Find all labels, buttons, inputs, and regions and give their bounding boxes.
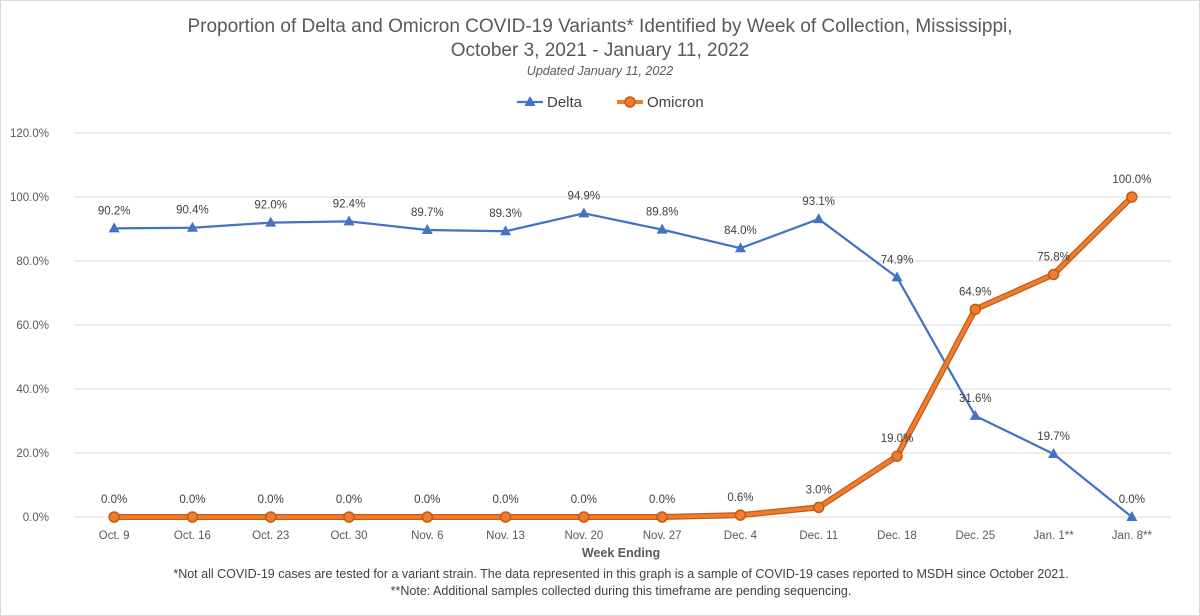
delta-legend-marker — [524, 96, 536, 106]
omicron-point — [421, 511, 434, 523]
omicron-point — [499, 511, 512, 523]
omicron-point — [891, 450, 903, 462]
delta-point — [656, 223, 668, 234]
delta-data-label: 90.4% — [176, 205, 209, 217]
delta-data-label: 90.2% — [98, 205, 131, 217]
delta-point — [734, 242, 746, 253]
omicron-point — [343, 511, 355, 523]
omicron-series-line — [114, 195, 1134, 519]
delta-point — [500, 225, 512, 236]
y-tick-label: 100.0% — [10, 192, 49, 204]
delta-point — [108, 222, 120, 233]
delta-data-label: 89.8% — [646, 207, 679, 219]
x-tick-label: Oct. 30 — [330, 530, 367, 542]
delta-data-label: 89.7% — [411, 207, 444, 219]
x-tick-label: Dec. 11 — [799, 530, 838, 542]
delta-legend-label: Delta — [547, 94, 583, 111]
delta-point — [343, 215, 355, 226]
delta-data-label: 84.0% — [724, 225, 757, 237]
y-tick-label: 80.0% — [16, 256, 49, 268]
omicron-data-label: 0.0% — [571, 494, 597, 506]
omicron-point — [1047, 268, 1060, 281]
omicron-data-label: 0.6% — [727, 492, 753, 504]
x-axis-title: Week Ending — [582, 546, 660, 560]
omicron-point — [812, 501, 825, 514]
delta-point — [813, 213, 825, 224]
y-tick-label: 20.0% — [16, 448, 49, 460]
omicron-point — [186, 511, 199, 523]
chart-subtitle: Updated January 11, 2022 — [527, 64, 673, 78]
delta-point — [186, 221, 198, 232]
delta-data-label: 94.9% — [568, 190, 601, 202]
omicron-series-line-outline — [114, 194, 1134, 520]
delta-data-label: 74.9% — [881, 254, 914, 266]
x-axis: Oct. 9 Oct. 16 Oct. 23 Oct. 30 Nov. 6 Nov. 13… — [99, 530, 1153, 542]
omicron-point — [578, 511, 590, 523]
x-tick-label: Nov. 13 — [486, 530, 525, 542]
x-tick-label: Jan. 8** — [1112, 530, 1153, 542]
series-group — [108, 191, 1138, 523]
omicron-point — [656, 511, 668, 523]
x-tick-label: Oct. 23 — [252, 530, 289, 542]
omicron-data-label: 0.0% — [258, 494, 284, 506]
omicron-point — [1126, 191, 1138, 203]
delta-point — [265, 216, 277, 227]
x-tick-label: Oct. 9 — [99, 530, 130, 542]
omicron-data-label: 3.0% — [806, 484, 832, 496]
delta-data-label: 93.1% — [802, 196, 835, 208]
y-tick-label: 60.0% — [16, 320, 49, 332]
omicron-data-label: 0.0% — [414, 494, 440, 506]
y-tick-label: 120.0% — [10, 128, 49, 140]
x-tick-label: Nov. 6 — [411, 530, 443, 542]
footnote-1: *Not all COVID-19 cases are tested for a… — [173, 567, 1068, 581]
omicron-data-label: 0.0% — [336, 494, 362, 506]
y-axis: 0.0% 20.0% 40.0% 60.0% 80.0% 100.0% 120.0% — [10, 128, 49, 524]
legend: Delta Omicron — [517, 94, 704, 111]
omicron-data-label: 19.0% — [881, 433, 914, 445]
data-labels: 90.2% 90.4% 92.0% 92.4% 89.7% 89.3% 94.9% 89.8%… — [98, 174, 1152, 506]
omicron-point — [264, 511, 277, 523]
x-tick-label: Dec. 25 — [955, 530, 995, 542]
delta-data-label: 0.0% — [1119, 494, 1145, 506]
x-tick-label: Dec. 18 — [877, 530, 917, 542]
x-tick-label: Oct. 16 — [174, 530, 211, 542]
delta-series-line — [114, 212, 1133, 518]
delta-data-label: 19.7% — [1037, 431, 1070, 443]
delta-data-label: 31.6% — [959, 393, 992, 405]
x-tick-label: Nov. 20 — [564, 530, 603, 542]
omicron-data-label: 64.9% — [959, 286, 992, 298]
delta-point — [421, 223, 433, 234]
omicron-point — [969, 303, 982, 316]
x-tick-label: Jan. 1** — [1033, 530, 1074, 542]
y-tick-label: 40.0% — [16, 384, 49, 396]
omicron-legend-label: Omicron — [647, 94, 704, 111]
omicron-data-label: 0.0% — [101, 494, 127, 506]
delta-data-label: 92.4% — [333, 198, 366, 210]
chart-title-line2: October 3, 2021 - January 11, 2022 — [451, 40, 750, 61]
omicron-point — [108, 511, 120, 523]
delta-point — [1126, 511, 1138, 521]
gridlines — [75, 132, 1171, 518]
omicron-data-label: 75.8% — [1037, 251, 1070, 263]
delta-data-label: 89.3% — [489, 208, 522, 220]
chart-title-line1: Proportion of Delta and Omicron COVID-19… — [187, 16, 1012, 37]
delta-point — [969, 409, 981, 420]
x-tick-label: Dec. 4 — [724, 530, 758, 542]
omicron-point — [734, 509, 747, 521]
omicron-legend-marker — [624, 96, 636, 108]
omicron-data-label: 100.0% — [1112, 174, 1151, 186]
y-tick-label: 0.0% — [23, 512, 49, 524]
delta-data-label: 92.0% — [254, 200, 287, 212]
delta-point — [578, 207, 590, 218]
footnote-2: **Note: Additional samples collected dur… — [391, 584, 852, 598]
x-tick-label: Nov. 27 — [643, 530, 682, 542]
omicron-data-label: 0.0% — [492, 494, 518, 506]
delta-point — [1048, 447, 1060, 458]
omicron-data-label: 0.0% — [649, 494, 675, 506]
delta-point — [891, 271, 903, 282]
omicron-data-label: 0.0% — [179, 494, 205, 506]
